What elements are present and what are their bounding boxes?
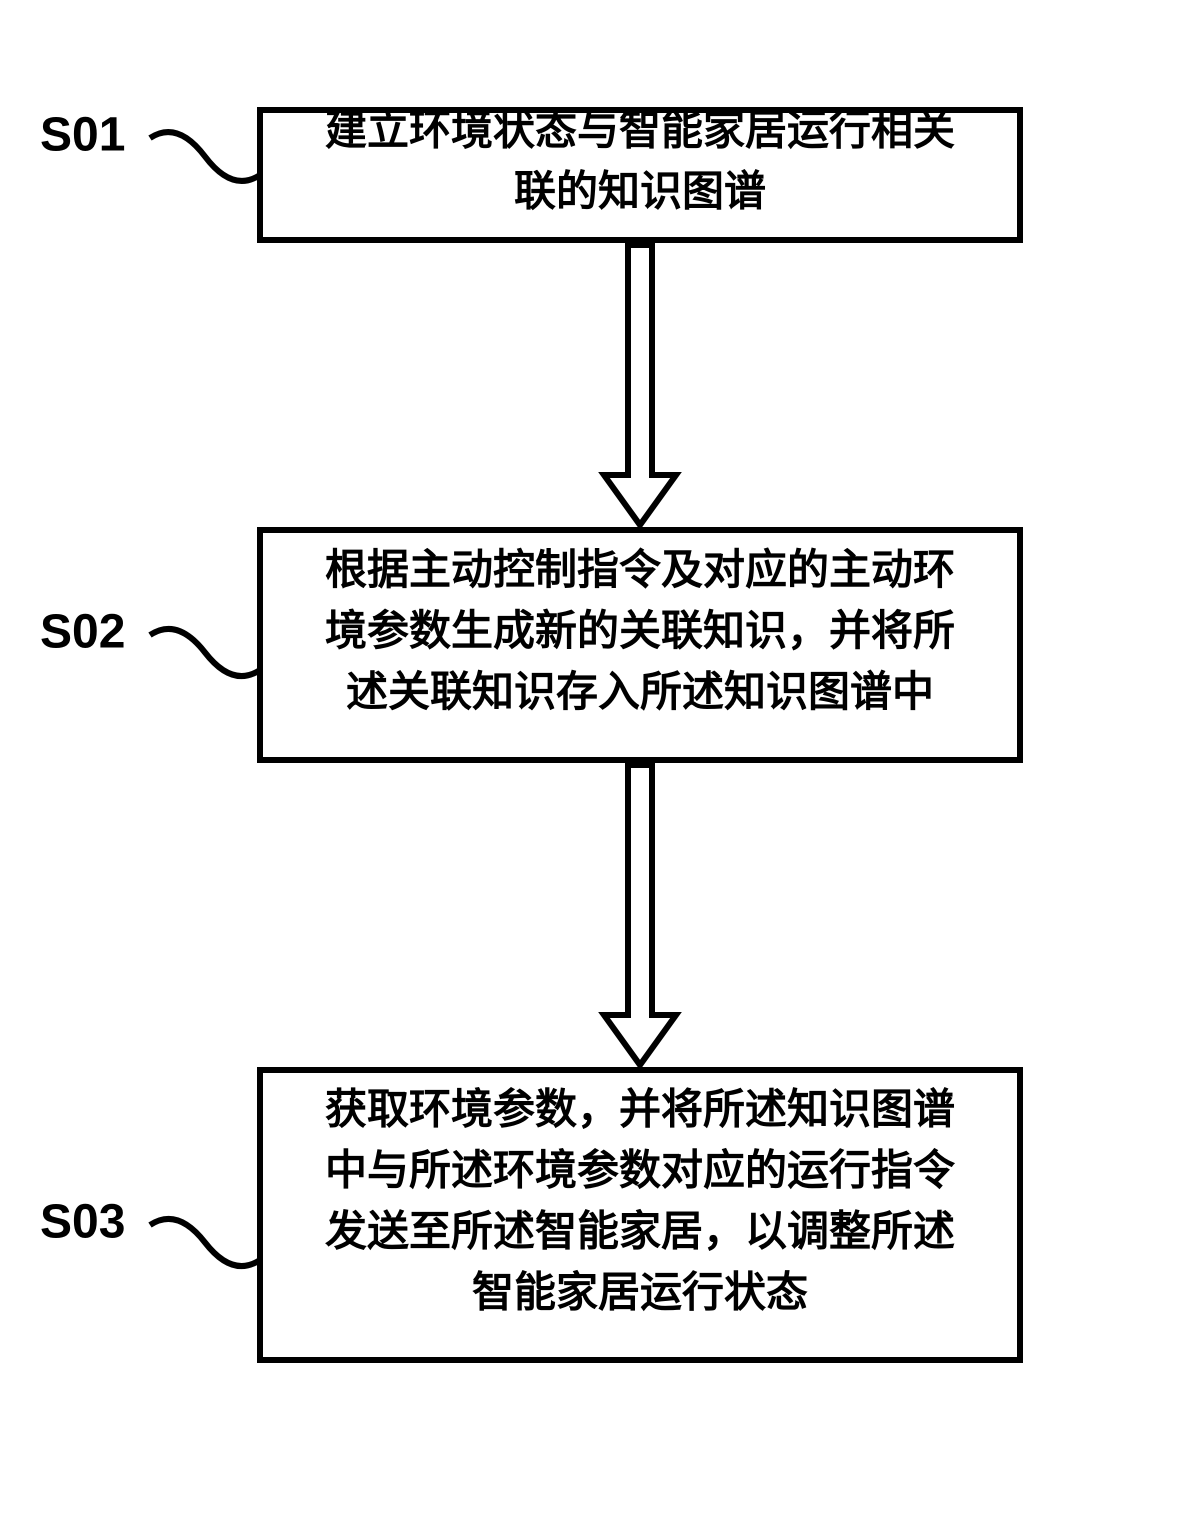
step-label: S01 <box>40 109 125 162</box>
flow-node-text: 根据主动控制指令及对应的主动环境参数生成新的关联知识，并将所述关联知识存入所述知… <box>325 546 955 715</box>
step-label: S03 <box>40 1196 125 1249</box>
step-label: S02 <box>40 606 125 659</box>
